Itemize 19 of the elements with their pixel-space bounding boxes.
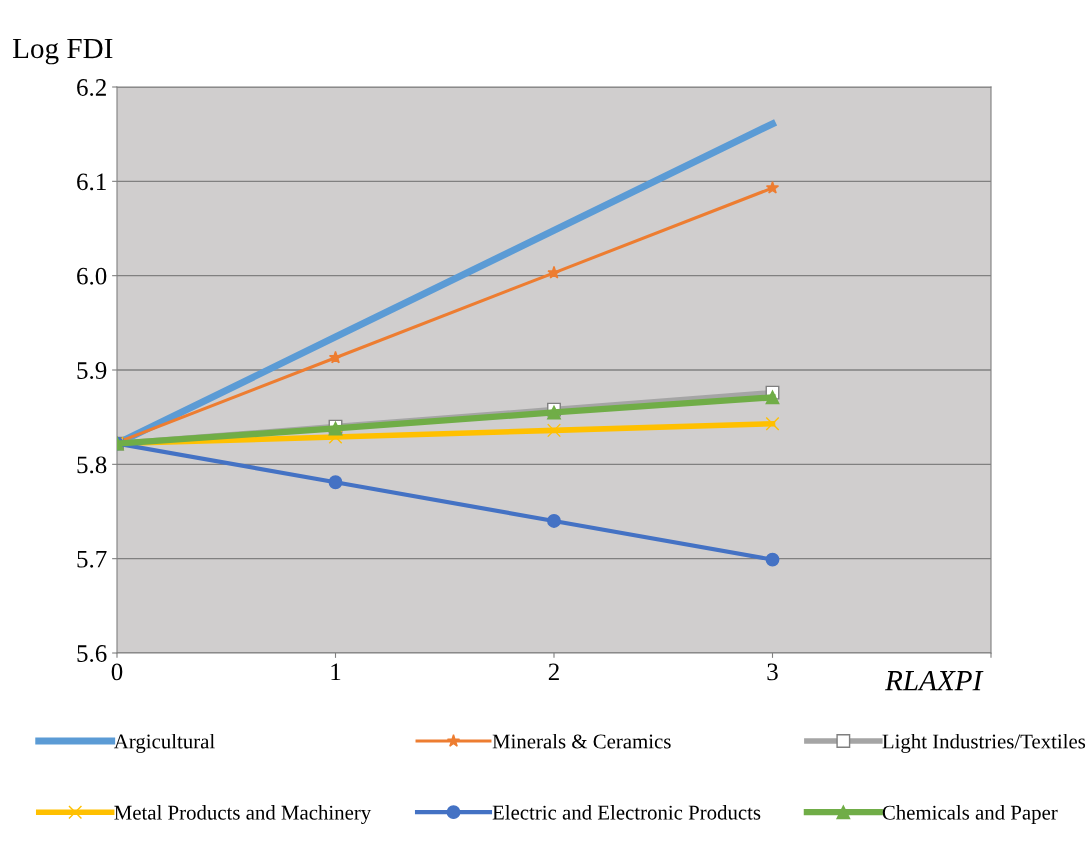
y-tick-label: 6.2 [77, 79, 106, 97]
x-tick-label: 3 [767, 663, 778, 681]
x-tick-label: 1 [331, 663, 341, 681]
y-axis-title: Log FDI [12, 38, 113, 65]
legend-label: Electric and Electronic Products [492, 804, 761, 820]
x-tick-label: 2 [548, 663, 559, 681]
y-tick-label: 5.6 [77, 645, 107, 663]
y-tick-label: 5.8 [77, 456, 107, 474]
y-tick-label: 5.9 [77, 362, 107, 380]
x-axis-title: RLAXPI [884, 670, 984, 691]
legend-label: Argicultural [113, 733, 215, 753]
y-tick-label: 5.7 [77, 550, 107, 568]
legend-label: Chemicals and Paper [882, 805, 1058, 824]
y-tick-label: 6.1 [77, 173, 106, 191]
y-tick-label: 6.0 [77, 267, 107, 285]
legend-label: Metal Products and Machinery [114, 805, 372, 824]
x-tick-label: 0 [111, 663, 123, 681]
legend-label: Minerals & Ceramics [492, 733, 671, 749]
legend-label: Light Industries/Textiles [882, 733, 1086, 753]
